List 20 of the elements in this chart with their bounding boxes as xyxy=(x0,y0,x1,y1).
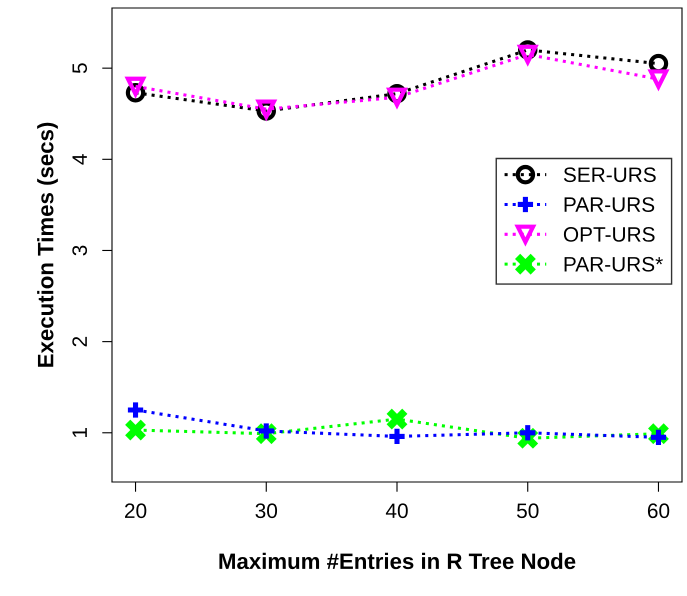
x-axis-title: Maximum #Entries in R Tree Node xyxy=(219,552,576,570)
point xyxy=(386,408,408,430)
y-tick-label: 2 xyxy=(72,336,87,346)
y-axis-title: Execution Times (secs) xyxy=(37,122,58,367)
legend-label: OPT-URS xyxy=(564,227,655,242)
y-tick-label: 1 xyxy=(72,428,87,437)
x-tick-label: 40 xyxy=(386,503,408,518)
point xyxy=(125,420,146,440)
legend-label: SER-URS xyxy=(564,167,656,182)
y-tick-label: 3 xyxy=(72,246,88,256)
y-tick-label: 5 xyxy=(72,63,88,74)
x-tick-label: 60 xyxy=(648,503,670,518)
point xyxy=(389,428,405,444)
x-tick-label: 30 xyxy=(255,503,278,518)
x-tick-label: 50 xyxy=(516,503,539,518)
point xyxy=(128,402,144,418)
x-tick-label: 20 xyxy=(124,503,146,518)
legend-label: PAR-URS xyxy=(564,197,654,212)
y-tick-label: 4 xyxy=(72,154,87,165)
legend-label: PAR-URS* xyxy=(564,256,663,272)
